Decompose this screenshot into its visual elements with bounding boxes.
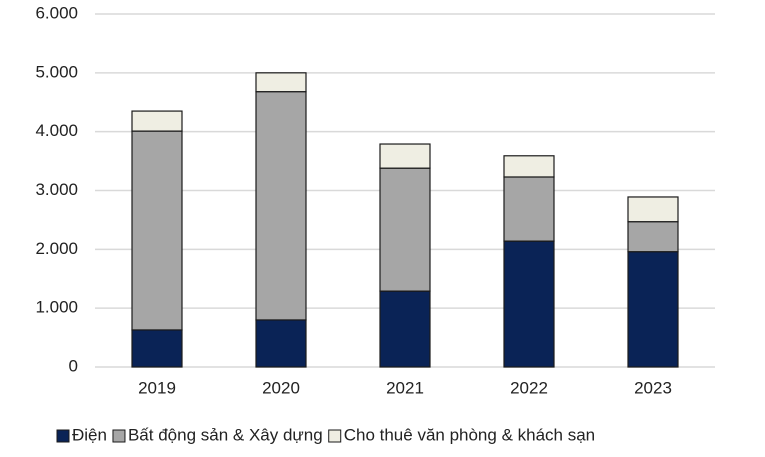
y-tick-label: 5.000 — [35, 62, 78, 81]
legend-swatch — [56, 429, 70, 443]
bar-segment — [503, 240, 555, 368]
x-tick-label: 2022 — [510, 378, 548, 397]
bar-segment — [131, 110, 183, 132]
bar-segment — [503, 155, 555, 178]
legend-label: Điện — [72, 425, 107, 444]
x-tick-label: 2019 — [138, 378, 176, 397]
bar-segment — [255, 319, 307, 368]
y-tick-label: 6.000 — [35, 3, 78, 22]
bar-segment — [131, 130, 183, 331]
bar-segment — [255, 72, 307, 93]
bar-segment — [379, 143, 431, 169]
y-tick-label: 2.000 — [35, 239, 78, 258]
legend-swatch — [112, 429, 126, 443]
legend-label: Bất động sản & Xây dựng — [128, 425, 323, 444]
bar-segment — [627, 251, 679, 368]
legend-swatch — [328, 429, 342, 443]
bar-segment — [131, 329, 183, 368]
legend-label: Cho thuê văn phòng & khách sạn — [344, 425, 595, 444]
bar-segment — [627, 196, 679, 223]
x-tick-label: 2021 — [386, 378, 424, 397]
bar-segment — [379, 290, 431, 368]
bar-segment — [379, 167, 431, 292]
y-tick-label: 4.000 — [35, 121, 78, 140]
bar-segment — [255, 91, 307, 321]
bar-segment — [627, 221, 679, 253]
y-tick-label: 0 — [69, 356, 78, 375]
x-tick-label: 2020 — [262, 378, 300, 397]
y-tick-label: 1.000 — [35, 298, 78, 317]
bar-segment — [503, 176, 555, 242]
x-tick-label: 2023 — [634, 378, 672, 397]
y-tick-label: 3.000 — [35, 180, 78, 199]
